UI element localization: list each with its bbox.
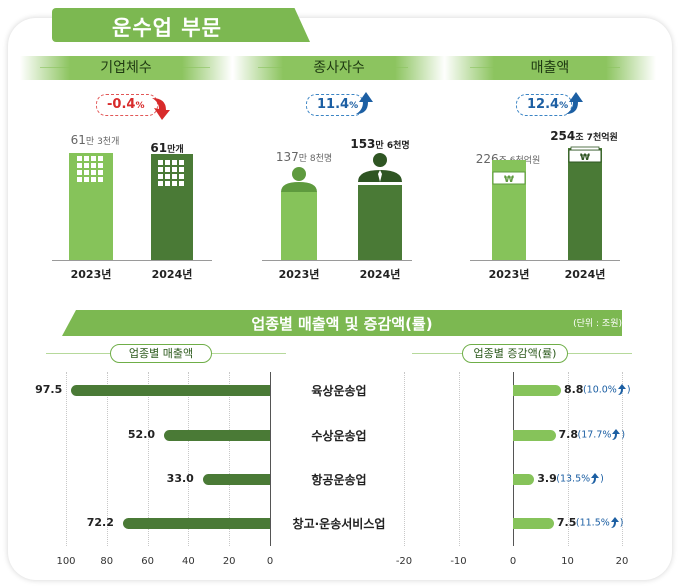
change-bar <box>513 430 551 441</box>
building-icon <box>77 156 103 182</box>
revenue-bar-cap <box>163 430 175 441</box>
page-title: 운수업 부문 <box>112 16 222 40</box>
tick-label: 10 <box>561 556 574 567</box>
year-label-2024: 2024년 <box>359 268 401 281</box>
building-icon <box>158 160 184 186</box>
change-badge-revenue: 12.4% <box>516 94 572 116</box>
industry-label: 육상운송업 <box>311 384 367 398</box>
unit-label: (단위 : 조원) <box>573 319 622 329</box>
kpi-label-businesses: 기업체수 <box>20 56 232 80</box>
bar-2024-employees <box>358 184 402 260</box>
value-2024-employees: 153만 6천명 <box>350 137 410 151</box>
baseline <box>52 260 212 261</box>
value-2024-revenue: 254조 7천억원 <box>550 129 618 143</box>
arrow-down-icon <box>152 98 170 120</box>
year-label-2023: 2023년 <box>488 268 530 281</box>
kpi-label-revenue: 매출액 <box>444 56 656 80</box>
year-label-2023: 2023년 <box>70 268 112 281</box>
axis-line <box>270 372 271 546</box>
tick-label: 100 <box>56 556 76 567</box>
right-chart-label: 업종별 증감액(률) <box>462 344 568 363</box>
change-bar <box>513 518 549 529</box>
arrow-up-icon <box>591 473 600 484</box>
revenue-bar-cap <box>122 518 134 529</box>
change-bar-cap <box>523 474 535 485</box>
arrow-up-icon <box>356 92 373 114</box>
industry-label: 수상운송업 <box>311 429 367 443</box>
change-badge-businesses: -0.4% <box>96 94 158 116</box>
change-rate: (13.5%) <box>556 473 604 485</box>
svg-text:₩: ₩ <box>504 175 514 185</box>
grid-line <box>404 372 405 546</box>
tick-label: 20 <box>615 556 629 567</box>
revenue-value: 97.5 <box>35 383 63 396</box>
change-bar-cap <box>544 430 556 441</box>
change-bar-cap <box>549 385 561 396</box>
grid-line <box>622 372 623 546</box>
grid-line <box>458 372 460 546</box>
change-bar <box>513 385 556 396</box>
change-bar <box>513 474 530 485</box>
revenue-bar <box>168 430 270 441</box>
tick-label: 0 <box>509 556 517 567</box>
value-2023-businesses: 61만 3천개 <box>70 133 120 147</box>
revenue-value: 52.0 <box>127 428 156 441</box>
value-2024-businesses: 61만개 <box>150 141 184 155</box>
grid-line <box>229 372 231 546</box>
tick-label: 60 <box>141 556 154 567</box>
revenue-value: 33.0 <box>166 472 194 485</box>
grid-line <box>188 372 190 546</box>
grid-line <box>567 372 569 546</box>
change-value: 8.8 <box>563 383 584 396</box>
tick-label: 20 <box>222 556 236 567</box>
revenue-bar <box>207 474 270 485</box>
grid-line <box>66 372 67 546</box>
change-value: 7.5 <box>556 516 577 529</box>
section-title: 업종별 매출액 및 증감액(률) <box>251 315 433 333</box>
revenue-bar-cap <box>71 385 83 396</box>
tick-label: 80 <box>100 556 114 567</box>
revenue-bar-cap <box>202 474 214 485</box>
revenue-bar <box>76 385 270 396</box>
tick-label: -10 <box>450 556 467 567</box>
year-label-2024: 2024년 <box>564 268 606 281</box>
baseline <box>470 260 620 261</box>
change-bar-cap <box>542 518 554 529</box>
change-rate: (17.7%) <box>577 429 626 441</box>
tick-label: -20 <box>395 556 413 567</box>
revenue-bar <box>127 518 270 529</box>
value-2023-employees: 137만 8천명 <box>275 150 333 164</box>
change-rate: (11.5%) <box>575 517 624 529</box>
bar-2024-revenue <box>568 147 602 260</box>
arrow-up-icon <box>610 517 619 528</box>
grid-line <box>147 372 149 546</box>
kpi-label-employees: 종사자수 <box>233 56 445 80</box>
axis-line <box>513 372 514 546</box>
year-label-2024: 2024년 <box>151 268 193 281</box>
tick-label: 0 <box>266 556 274 567</box>
won-icon: ₩ <box>568 146 602 163</box>
won-icon: ₩ <box>492 171 526 185</box>
tick-label: 40 <box>182 556 195 567</box>
grid-line <box>106 372 108 546</box>
arrow-up-icon <box>612 429 621 440</box>
change-value: 3.9 <box>537 472 557 485</box>
person-icon <box>358 153 402 182</box>
industry-label: 창고·운송서비스업 <box>292 517 386 531</box>
section-title-tab: 운수업 부문 <box>52 8 310 42</box>
industry-label: 항공운송업 <box>311 473 367 487</box>
svg-text:₩: ₩ <box>580 153 590 163</box>
revenue-value: 72.2 <box>86 516 114 529</box>
year-label-2023: 2023년 <box>278 268 320 281</box>
baseline <box>262 260 412 261</box>
person-icon <box>281 167 317 192</box>
arrow-up-icon <box>566 92 583 114</box>
main-card <box>8 18 672 580</box>
left-chart-label: 업종별 매출액 <box>110 344 212 363</box>
change-value: 7.8 <box>558 428 579 441</box>
arrow-up-icon <box>617 384 626 395</box>
section-banner: 업종별 매출액 및 증감액(률) <box>62 310 622 336</box>
change-rate: (10.0%) <box>582 384 631 396</box>
bar-2023-employees <box>281 192 317 260</box>
